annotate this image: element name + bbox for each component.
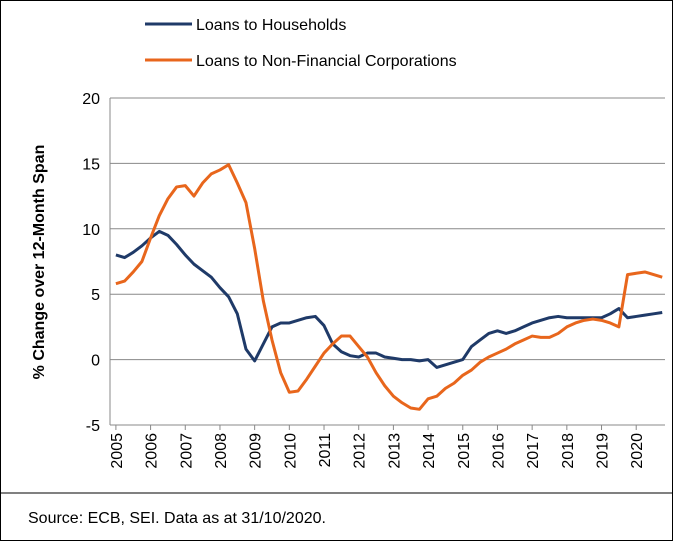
x-tick-label: 2007 [178, 433, 195, 469]
x-tick-label: 2013 [386, 433, 403, 469]
y-tick-label: 10 [82, 222, 100, 239]
x-tick-label: 2014 [421, 433, 438, 469]
x-tick-label: 2011 [317, 433, 334, 468]
data-line [115, 229, 663, 369]
x-tick-label: 2005 [109, 433, 126, 469]
y-tick-label: 5 [91, 287, 100, 304]
x-tick-label: 2019 [595, 433, 612, 469]
y-tick-label: 20 [82, 91, 100, 108]
y-tick-label: -5 [86, 418, 100, 435]
y-tick-label: 15 [82, 156, 100, 173]
x-tick-label: 2012 [352, 433, 369, 469]
y-axis-label: % Change over 12-Month Span [31, 145, 48, 380]
x-tick-label: 2017 [525, 433, 542, 469]
x-tick-label: 2015 [456, 433, 473, 469]
y-tick-label: 0 [91, 353, 100, 370]
legend-label: Loans to Households [196, 17, 346, 34]
x-tick-label: 2008 [213, 433, 230, 469]
x-tick-label: 2016 [490, 433, 507, 469]
source-note: Source: ECB, SEI. Data as at 31/10/2020. [28, 510, 326, 527]
data-line [115, 163, 663, 411]
x-tick-label: 2018 [560, 433, 577, 469]
x-tick-label: 2010 [282, 433, 299, 469]
x-tick-label: 2009 [248, 433, 265, 469]
legend-label: Loans to Non-Financial Corporations [196, 53, 457, 70]
x-tick-label: 2006 [144, 433, 161, 469]
x-tick-label: 2020 [629, 433, 646, 469]
